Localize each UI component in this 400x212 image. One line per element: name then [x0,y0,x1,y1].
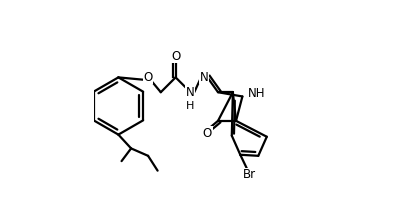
Text: N: N [200,71,209,84]
Text: N: N [186,86,195,99]
Text: H: H [186,101,195,111]
Text: O: O [203,127,212,140]
Text: NH: NH [248,87,265,100]
Text: O: O [144,71,153,84]
Text: O: O [171,50,180,63]
Text: Br: Br [243,168,256,181]
